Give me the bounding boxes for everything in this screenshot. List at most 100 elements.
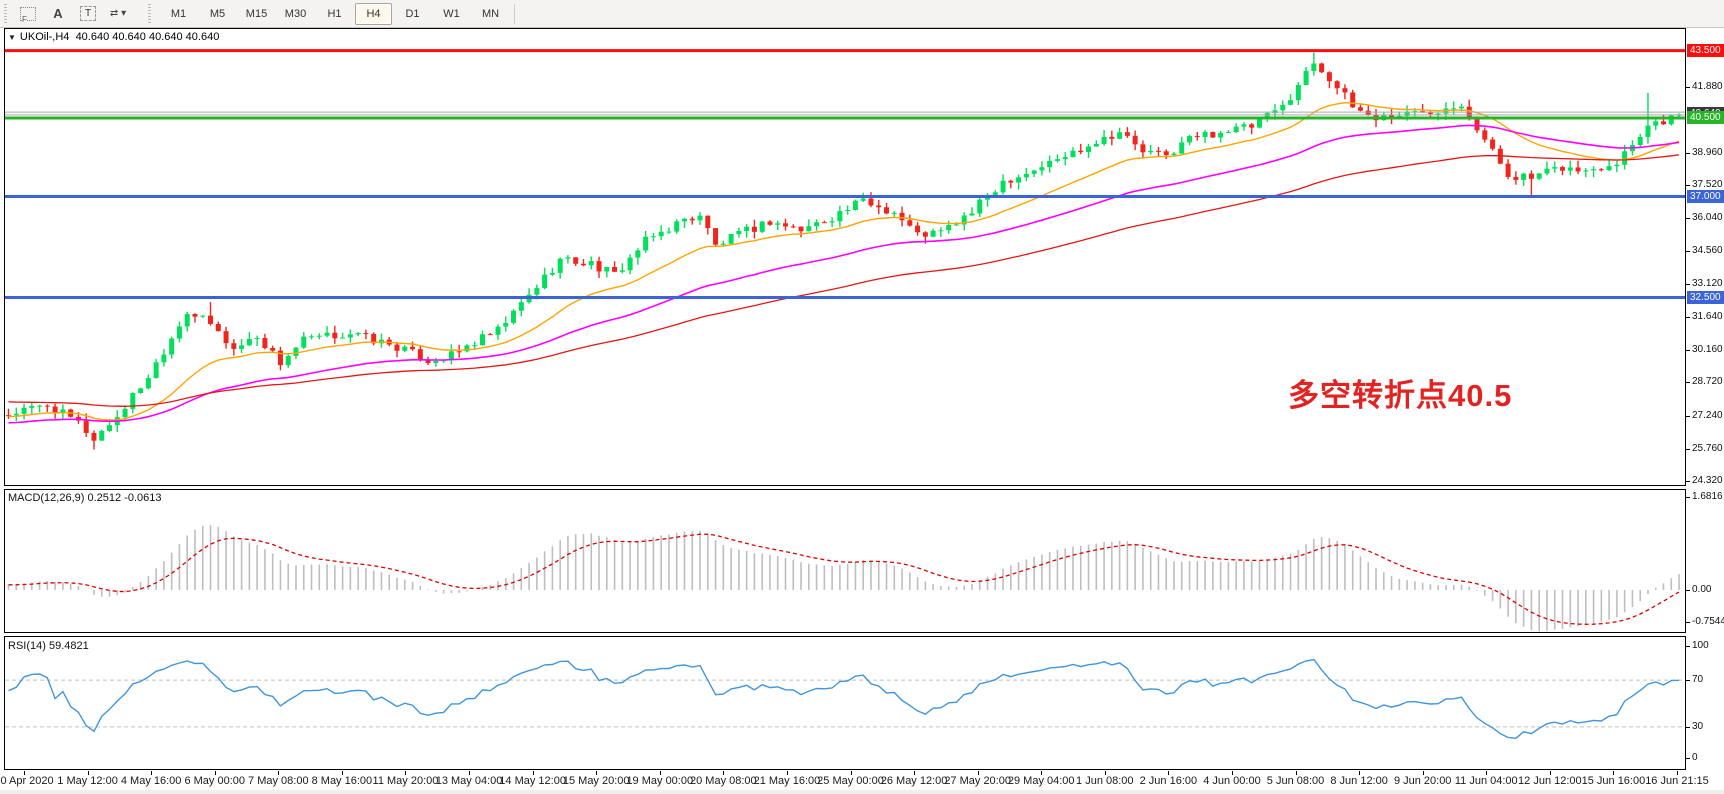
time-axis-tick (341, 771, 343, 775)
price-scale-label: 36.040 (1692, 212, 1723, 224)
time-axis-strip (0, 790, 1724, 794)
scale-tick (1686, 646, 1690, 647)
timeframe-button-m30[interactable]: M30 (284, 7, 307, 20)
timeframe-button-m5[interactable]: M5 (209, 7, 226, 20)
time-axis-label: 1 May 12:00 (57, 775, 118, 787)
time-axis-label: 1 Jun 08:00 (1076, 775, 1134, 787)
time-axis-tick (850, 771, 852, 775)
chart-template-icon: F (20, 6, 36, 24)
letter-a-icon[interactable]: A (53, 6, 63, 21)
time-axis-label: 29 May 04:00 (1007, 775, 1075, 787)
time-axis-label: 16 Jun 21:15 (1645, 775, 1709, 787)
time-axis-label: 7 May 08:00 (248, 775, 309, 787)
time-axis-label: 2 Jun 16:00 (1139, 775, 1198, 787)
macd-scale-label: 0.00 (1692, 584, 1712, 595)
time-axis-tick (723, 771, 725, 775)
toolbar-grip[interactable] (3, 3, 10, 24)
timeframe-button-d1[interactable]: D1 (405, 7, 420, 20)
time-axis-label: 21 May 16:00 (753, 775, 821, 787)
scale-tick (1686, 317, 1690, 318)
time-axis-tick (24, 771, 25, 775)
time-axis-tick (1104, 771, 1106, 775)
price-scale-label: 34.560 (1692, 245, 1723, 257)
time-axis-tick (469, 771, 471, 775)
hline-price-tag: 43.500 (1687, 44, 1724, 58)
macd-scale-label: 1.6816 (1692, 491, 1723, 502)
time-axis-label: 8 Jun 12:00 (1330, 775, 1388, 787)
time-axis-label: 6 May 00:00 (184, 775, 245, 787)
scale-tick (1686, 382, 1690, 383)
time-axis-tick (532, 771, 534, 775)
time-axis-tick (1613, 771, 1615, 775)
time-axis-label: 4 Jun 00:00 (1203, 775, 1261, 787)
time-axis-label: 19 May 00:00 (626, 775, 694, 787)
price-scale-label: 41.880 (1692, 81, 1723, 92)
time-axis-tick (1486, 771, 1488, 775)
time-axis-tick (1231, 771, 1233, 775)
time-axis-tick (1359, 771, 1361, 775)
timeframe-button-w1[interactable]: W1 (443, 7, 460, 20)
time-axis-tick (977, 771, 979, 775)
time-axis-tick (596, 771, 598, 775)
price-scale-label: 27.240 (1692, 409, 1723, 421)
rsi-scale-label: 0 (1692, 752, 1698, 763)
timeframe-group: M1 M5 M15 M30 H1 H4 D1 W1 MN (159, 2, 510, 25)
scale-tick (1686, 87, 1690, 88)
price-scale-label: 31.640 (1692, 310, 1723, 322)
time-axis-label: 5 Jun 08:00 (1266, 775, 1325, 787)
hline-price-tag: 37.000 (1687, 190, 1724, 203)
timeframe-button-h4[interactable]: H4 (355, 2, 392, 25)
scale-tick (1686, 758, 1690, 759)
time-axis-tick (659, 771, 661, 775)
rsi-scale-label: 30 (1692, 721, 1704, 732)
scale-tick (1686, 284, 1690, 285)
time-axis-tick (151, 771, 153, 775)
timeframe-button-h1[interactable]: H1 (327, 7, 342, 20)
scale-tick (1686, 218, 1690, 219)
time-axis-label: 4 May 16:00 (120, 775, 182, 787)
chart-template-icon[interactable]: F (14, 2, 42, 25)
scale-tick (1686, 449, 1690, 450)
price-scale-label: 33.120 (1692, 277, 1723, 289)
time-axis[interactable]: 30 Apr 2020 1 May 12:00 4 May 16:00 6 May 0… (0, 771, 1724, 794)
chart-symbol-title: ▼ UKOil-,H4 40.640 40.640 40.640 40.640 (8, 31, 220, 43)
time-axis-label: 30 Apr 2020 (0, 775, 54, 787)
time-axis-tick (1295, 771, 1297, 775)
hline-price-tag: 40.500 (1687, 111, 1724, 125)
rsi-scale-label: 100 (1692, 640, 1709, 651)
chart-annotation-text: 多空转折点40.5 (1288, 378, 1513, 413)
time-axis-tick (1168, 771, 1170, 775)
timeframe-button-mn[interactable]: MN (481, 7, 500, 20)
time-axis-tick (278, 771, 280, 775)
scale-tick (1686, 497, 1690, 498)
toolbar-grip[interactable] (147, 3, 154, 24)
scale-tick (1686, 727, 1690, 728)
time-axis-label: 11 May 20:00 (372, 775, 439, 787)
scale-tick (1686, 481, 1690, 482)
time-axis-label: 25 May 00:00 (817, 775, 884, 787)
arrows-dropdown-icon[interactable]: ⇄ ▾ (109, 8, 127, 19)
time-axis-label: 26 May 12:00 (880, 775, 948, 787)
toolbar: F A T ⇄ ▾ M1 M5 M15 M30 H1 H4 D1 W1 MN (0, 0, 1724, 28)
scale-tick (1686, 251, 1690, 252)
macd-scale-label: -0.7544 (1692, 616, 1724, 627)
time-axis-label: 15 May 20:00 (562, 775, 630, 787)
scale-tick (1686, 590, 1690, 591)
timeframe-button-m1[interactable]: M1 (170, 7, 187, 20)
rsi-indicator-label: RSI(14) 59.4821 (8, 640, 89, 652)
rsi-scale-label: 70 (1692, 674, 1704, 685)
time-axis-label: 20 May 08:00 (690, 775, 757, 787)
time-axis-label: 9 Jun 20:00 (1393, 775, 1452, 787)
drawing-tools-group: F A T ⇄ ▾ (13, 2, 133, 25)
text-box-icon[interactable]: T (74, 2, 102, 25)
scale-tick (1686, 350, 1690, 351)
timeframe-button-m15[interactable]: M15 (245, 7, 268, 20)
time-axis-tick (1677, 771, 1678, 775)
collapse-triangle-icon[interactable]: ▼ (8, 33, 16, 42)
scale-tick (1686, 680, 1690, 681)
time-axis-tick (786, 771, 788, 775)
scale-tick (1686, 153, 1690, 154)
time-axis-label: 13 May 04:00 (435, 775, 503, 787)
price-scale-label: 25.760 (1692, 442, 1723, 454)
